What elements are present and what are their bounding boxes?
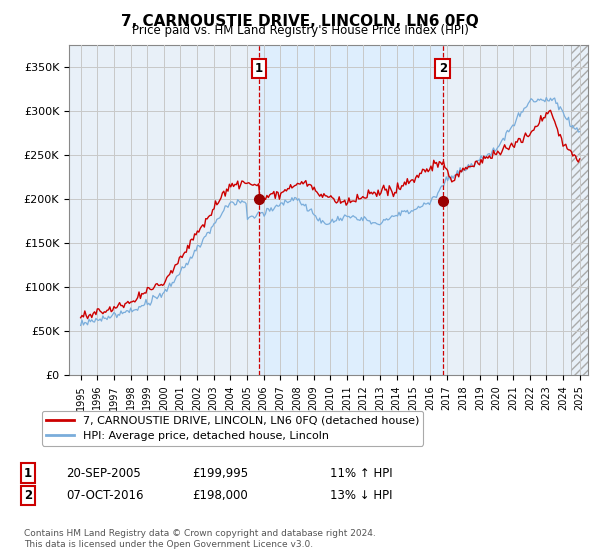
Bar xyxy=(259,45,443,375)
Text: 07-OCT-2016: 07-OCT-2016 xyxy=(66,489,143,502)
Text: 2: 2 xyxy=(24,489,32,502)
Text: 11% ↑ HPI: 11% ↑ HPI xyxy=(330,466,392,480)
Text: 1: 1 xyxy=(255,62,263,75)
Text: 2: 2 xyxy=(439,62,447,75)
Legend: 7, CARNOUSTIE DRIVE, LINCOLN, LN6 0FQ (detached house), HPI: Average price, deta: 7, CARNOUSTIE DRIVE, LINCOLN, LN6 0FQ (d… xyxy=(41,411,424,446)
Text: £198,000: £198,000 xyxy=(192,489,248,502)
Text: 13% ↓ HPI: 13% ↓ HPI xyxy=(330,489,392,502)
Text: Contains HM Land Registry data © Crown copyright and database right 2024.
This d: Contains HM Land Registry data © Crown c… xyxy=(24,529,376,549)
Text: 20-SEP-2005: 20-SEP-2005 xyxy=(66,466,141,480)
Text: 1: 1 xyxy=(24,466,32,480)
Text: 7, CARNOUSTIE DRIVE, LINCOLN, LN6 0FQ: 7, CARNOUSTIE DRIVE, LINCOLN, LN6 0FQ xyxy=(121,14,479,29)
Text: £199,995: £199,995 xyxy=(192,466,248,480)
Text: Price paid vs. HM Land Registry's House Price Index (HPI): Price paid vs. HM Land Registry's House … xyxy=(131,24,469,37)
Bar xyxy=(571,45,588,375)
